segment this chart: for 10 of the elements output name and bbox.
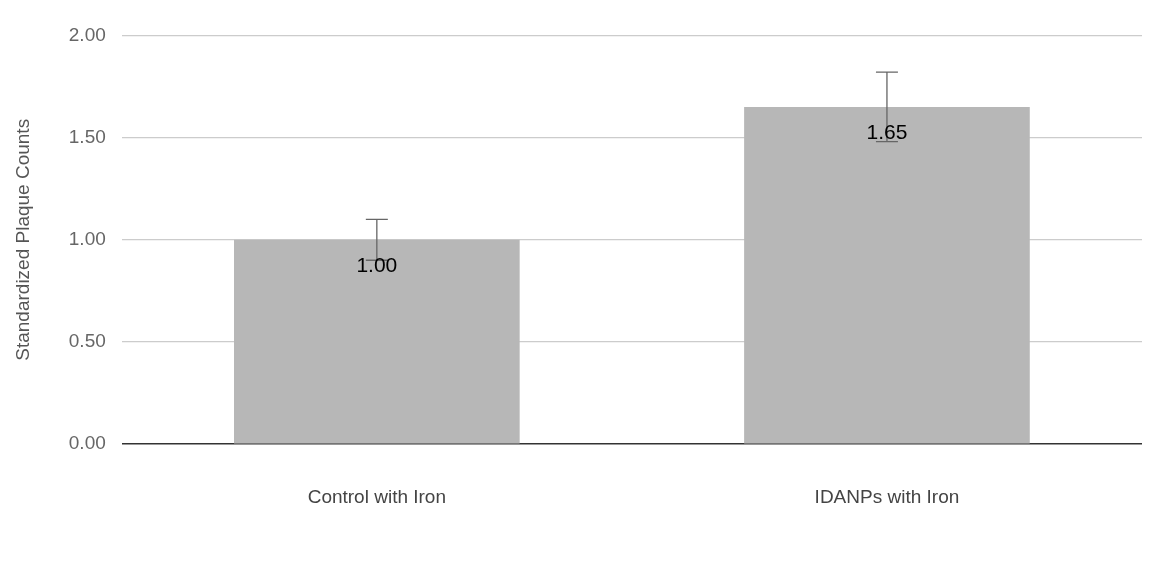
data-label: 1.65: [866, 120, 908, 144]
y-tick-label: 0.00: [68, 432, 106, 454]
data-label: 1.00: [356, 253, 398, 277]
y-tick-label: 0.50: [68, 330, 106, 352]
y-tick-label: 2.00: [68, 23, 106, 45]
x-tick-label: Control with Iron: [307, 485, 447, 507]
x-tick-label: IDANPs with Iron: [814, 485, 960, 507]
y-tick-label: 1.00: [68, 228, 106, 250]
y-tick-label: 1.50: [68, 125, 106, 147]
y-axis-title: Standardized Plaque Counts: [11, 118, 33, 361]
